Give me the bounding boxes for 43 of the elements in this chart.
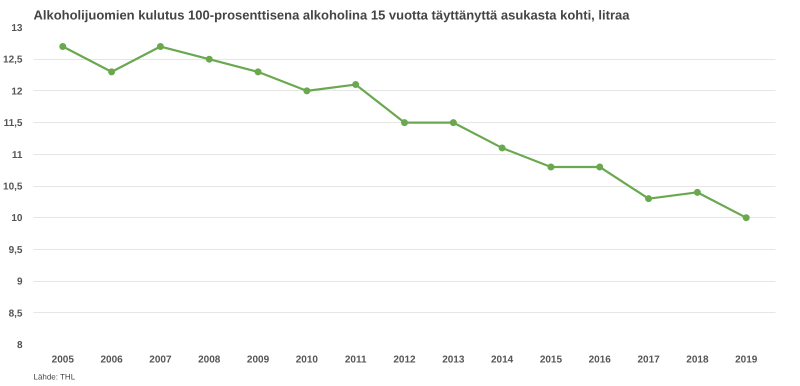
y-tick-label: 11: [12, 150, 23, 161]
point: [450, 119, 457, 126]
point: [547, 163, 554, 170]
x-tick-label: 2005: [52, 354, 74, 366]
y-tick-label: 8: [16, 340, 23, 351]
y-tick-label: 8,5: [8, 308, 23, 320]
x-tick-label: 2013: [442, 354, 465, 366]
x-tick-label: 2009: [246, 354, 270, 366]
point: [352, 81, 360, 88]
y-tick-label: 11,5: [4, 118, 23, 130]
point: [401, 119, 408, 126]
x-tick-label: 2015: [540, 354, 563, 366]
point: [694, 188, 701, 196]
point: [498, 144, 506, 152]
y-tick-label: 10,5: [3, 182, 23, 192]
chart-title: Alkoholijuomien kulutus 100-prosenttisena alkoholina 15 vuotta täyttänyttä asukasta kohti, litraa: [34, 8, 630, 22]
text: Lähde: THL: [34, 372, 76, 382]
point: [59, 43, 66, 50]
x-tick-label: 2018: [686, 354, 709, 366]
point: [254, 68, 262, 76]
x-tick-label: 2016: [588, 354, 612, 366]
point: [108, 68, 116, 76]
point: [206, 56, 213, 63]
y-tick-label: 9,5: [8, 244, 23, 256]
point: [742, 214, 750, 222]
x-tick-label: 2008: [198, 354, 221, 366]
x-tick-label: 2019: [735, 354, 758, 366]
y-tick-label: 9: [16, 276, 23, 288]
point: [645, 195, 652, 202]
y-tick-label: 13: [11, 23, 23, 34]
x-tick-label: 2012: [393, 354, 416, 366]
x-tick-label: 2007: [149, 354, 172, 366]
x-tick-label: 2010: [296, 354, 318, 366]
y-tick-label: 12,5: [3, 54, 23, 66]
y-tick-label: 10: [11, 213, 23, 224]
y-tick-label: 12: [11, 86, 23, 98]
point: [303, 87, 310, 94]
x-tick-label: 2006: [100, 354, 124, 366]
x-tick-label: 2011: [344, 354, 367, 366]
point: [596, 163, 604, 170]
x-tick-label: 2014: [491, 354, 514, 366]
point: [156, 43, 164, 50]
x-tick-label: 2017: [637, 354, 660, 366]
